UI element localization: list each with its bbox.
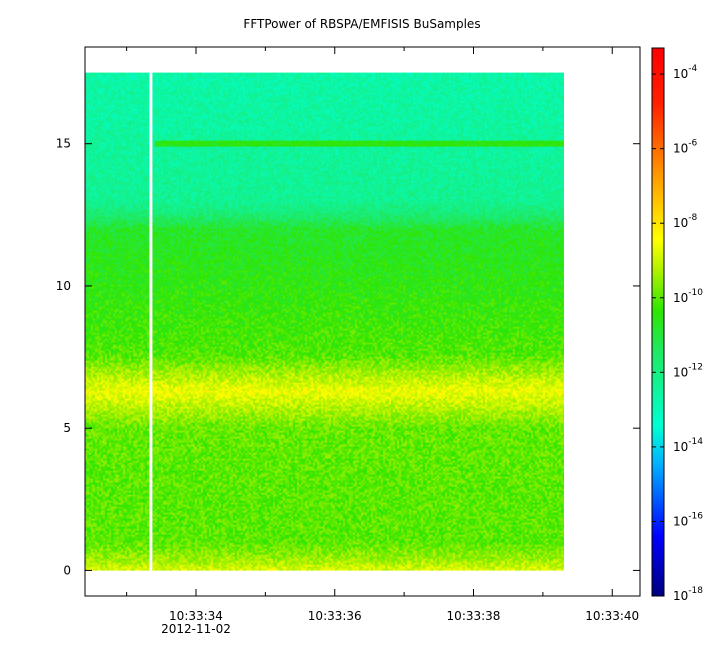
spectrogram-image [85,72,564,571]
x-tick-label: 10:33:34 [169,609,223,623]
y-tick-label: 10 [56,279,71,293]
y-tick-label: 0 [63,563,71,577]
plot-frame [84,46,641,597]
y-tick-label: 15 [56,137,71,151]
spectrogram-raster [85,72,564,571]
colorbar-tick-label: 10-10 [673,288,703,305]
x-tick-label: 10:33:36 [308,609,362,623]
colorbar-tick-label: 10-16 [673,511,703,528]
colorbar-tick-label: 10-14 [673,437,703,454]
data-gap [149,72,153,571]
colorbar-tick-label: 10-4 [673,64,698,81]
colorbar-tick-label: 10-18 [673,586,703,603]
colorbar-tick-label: 10-6 [673,139,698,156]
colorbar: 10-18 10-16 10-14 10-12 10-10 10-8 10-6 10-4 [651,47,703,603]
y-tick-label: 5 [63,421,71,435]
plot-axes: 0 5 10 15 10:33:34 10:33:36 10:33:38 10:33:40 20… [56,46,641,636]
colorbar-gradient [651,47,665,597]
colorbar-tick-label: 10-12 [673,362,703,379]
x-tick-label: 10:33:40 [585,609,639,623]
colorbar-tick-label: 10-8 [673,213,698,230]
x-date-label: 2012-11-02 [161,622,231,636]
chart-title: FFTPower of RBSPA/EMFISIS BuSamples [243,17,481,31]
x-tick-label: 10:33:38 [447,609,501,623]
